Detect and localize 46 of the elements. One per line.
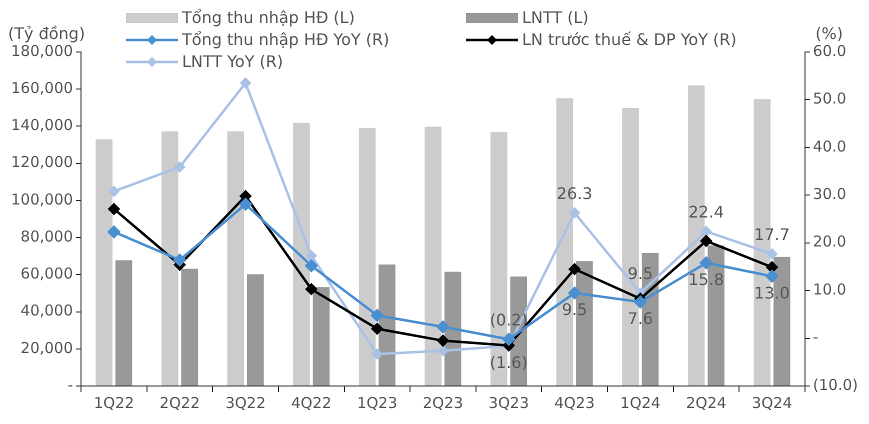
- y-tick-label: 80,000: [20, 227, 74, 246]
- data-label: 17.7: [754, 224, 790, 244]
- y-tick-label: 160,000: [11, 79, 74, 97]
- data-label: 9.5: [562, 300, 588, 320]
- data-label: 22.4: [688, 202, 724, 222]
- y2-tick-label: (10.0): [812, 376, 858, 394]
- data-label: 7.6: [628, 309, 654, 328]
- x-tick-label: 4Q22: [291, 394, 332, 412]
- legend-label: LN trước thuế & DP YoY (R): [522, 30, 737, 49]
- y-tick-label: 20,000: [20, 338, 74, 357]
- legend-label: Tổng thu nhập HĐ (L): [182, 8, 355, 27]
- x-tick-label: 1Q22: [94, 394, 134, 412]
- x-tick-label: 2Q23: [422, 394, 464, 412]
- y2-tick-label: 30.0: [812, 185, 846, 204]
- y2-tick-label: 20.0: [812, 232, 846, 251]
- y-tick-label: 100,000: [11, 190, 74, 208]
- y-axis-title: (Tỷ đồng): [8, 24, 86, 43]
- y2-tick-label: 40.0: [812, 137, 846, 156]
- x-tick-label: 3Q24: [752, 394, 792, 412]
- x-tick-label: 3Q23: [488, 394, 529, 412]
- y-tick-label: -: [68, 376, 74, 394]
- y-tick-label: 120,000: [11, 153, 74, 172]
- y-tick-label: 60,000: [20, 264, 74, 283]
- legend-label: Tổng thu nhập HĐ YoY (R): [182, 30, 390, 49]
- x-tick-label: 1Q24: [620, 394, 661, 412]
- data-label: 15.8: [688, 270, 724, 290]
- x-tick-label: 2Q22: [160, 394, 200, 412]
- y2-axis-title: (%): [815, 24, 843, 43]
- y2-tick-label: 50.0: [812, 90, 846, 108]
- y-tick-label: 40,000: [20, 302, 74, 320]
- y2-tick-label: 60.0: [812, 42, 846, 60]
- data-label: 13.0: [754, 283, 790, 302]
- data-label: (0.2): [490, 310, 528, 330]
- x-tick-label: 4Q23: [554, 394, 595, 412]
- legend-label: LNTT (L): [522, 8, 589, 27]
- data-label: 9.5: [628, 264, 654, 284]
- y2-tick-label: -: [812, 328, 818, 346]
- data-label: 26.3: [556, 184, 592, 203]
- data-label: (1.6): [490, 353, 528, 372]
- y2-tick-label: 10.0: [812, 280, 846, 298]
- x-tick-label: 1Q23: [356, 394, 398, 412]
- x-tick-label: 3Q22: [225, 394, 266, 412]
- y-tick-label: 140,000: [11, 116, 74, 134]
- y-tick-label: 180,000: [11, 42, 74, 60]
- legend-label: LNTT YoY (R): [182, 52, 284, 71]
- x-tick-label: 2Q24: [686, 394, 726, 412]
